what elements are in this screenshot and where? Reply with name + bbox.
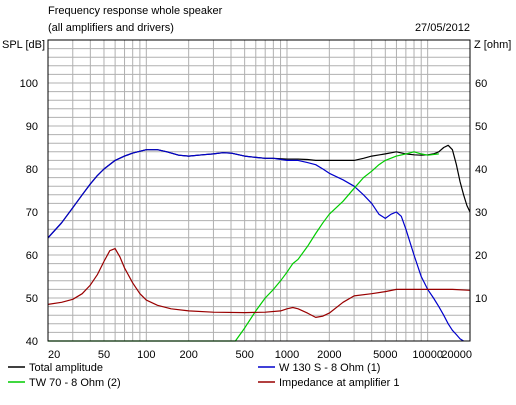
- series-layer: [47, 144, 471, 342]
- series-line-2: [47, 149, 464, 342]
- grid: [48, 40, 470, 341]
- x-tick-label: 20: [48, 349, 60, 361]
- x-tick-label: 2000: [317, 349, 341, 361]
- x-tick-label: 50: [98, 349, 110, 361]
- y-tick-label-left: 60: [26, 250, 38, 262]
- y-tick-label-right: 50: [475, 121, 487, 133]
- series-line-4: [47, 248, 471, 318]
- y-tick-label-left: 90: [26, 121, 38, 133]
- y-tick-label-left: 50: [26, 293, 38, 305]
- y-axis-label-right: Z [ohm]: [474, 39, 511, 51]
- chart-subtitle: (all amplifiers and drivers): [48, 22, 174, 34]
- series-line-1: [47, 144, 471, 239]
- series-line-3: [48, 151, 439, 342]
- x-tick-label: 500: [235, 349, 253, 361]
- legend: Total amplitude W 130 S - 8 Ohm (1) TW 70 …: [8, 362, 399, 389]
- chart-title: Frequency response whole speaker: [48, 5, 223, 17]
- y-tick-label-right: 30: [475, 207, 487, 219]
- y-tick-label-left: 40: [26, 336, 38, 348]
- x-tick-label: 100: [137, 349, 155, 361]
- legend-label: TW 70 - 8 Ohm (2): [29, 377, 121, 389]
- x-tick-label: 5000: [373, 349, 397, 361]
- x-tick-label: 10000: [412, 349, 443, 361]
- y-tick-label-left: 70: [26, 207, 38, 219]
- y-tick-label-right: 10: [475, 293, 487, 305]
- y-tick-label-right: 60: [475, 78, 487, 90]
- legend-label: W 130 S - 8 Ohm (1): [279, 362, 380, 374]
- y-tick-label-left: 100: [20, 78, 38, 90]
- x-tick-label: 20000: [441, 349, 472, 361]
- y-axis-label-left: SPL [dB]: [2, 39, 45, 51]
- chart-date: 27/05/2012: [415, 22, 470, 34]
- x-tick-label: 200: [179, 349, 197, 361]
- legend-label: Total amplitude: [29, 362, 103, 374]
- y-tick-label-left: 80: [26, 164, 38, 176]
- y-tick-label-right: 40: [475, 164, 487, 176]
- x-tick-label: 1000: [275, 349, 299, 361]
- y-tick-label-right: 20: [475, 250, 487, 262]
- legend-label: Impedance at amplifier 1: [279, 377, 399, 389]
- plot-frame: [47, 39, 471, 342]
